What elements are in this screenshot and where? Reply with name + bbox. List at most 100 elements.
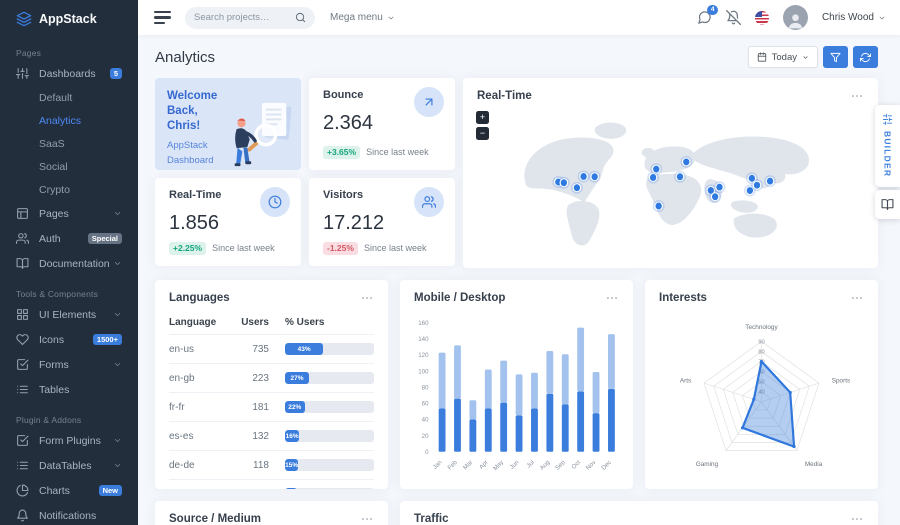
builder-tab[interactable]: BUILDER xyxy=(875,105,900,188)
book-open-icon xyxy=(881,198,894,211)
messages-button[interactable]: 4 xyxy=(697,5,718,25)
traffic-card: Traffic xyxy=(400,501,878,525)
welcome-title: Welcome Back, Chris! xyxy=(167,90,218,132)
realtime-map-card: Real-Time + − xyxy=(463,78,878,268)
card-menu-button[interactable] xyxy=(360,512,374,525)
heart-icon xyxy=(16,333,29,346)
svg-text:40: 40 xyxy=(422,417,429,424)
sidebar-item-analytics[interactable]: Analytics xyxy=(39,114,82,127)
svg-text:20: 20 xyxy=(422,433,429,440)
world-map[interactable]: + − xyxy=(473,110,868,260)
table-row: fr-fr 181 22% xyxy=(169,393,374,422)
sidebar-item-social[interactable]: Social xyxy=(39,160,68,173)
notification-count-badge: 4 xyxy=(707,5,718,15)
svg-text:Sep: Sep xyxy=(554,459,567,472)
filter-icon xyxy=(830,52,841,63)
visitors-value: 17.212 xyxy=(323,212,385,234)
visitors-delta-badge: -1.25% xyxy=(323,241,358,255)
language-flag-us[interactable] xyxy=(754,10,769,25)
realtime-value: 1.856 xyxy=(169,212,220,234)
sidebar-item-datatables[interactable]: DataTables xyxy=(0,453,138,478)
avatar[interactable] xyxy=(782,5,808,30)
sidebar-item-ui-elements[interactable]: UI Elements xyxy=(0,302,138,327)
brand[interactable]: AppStack xyxy=(0,0,138,35)
users-icon xyxy=(414,187,444,217)
interests-card: Interests 405060708090TechnologySportsMe… xyxy=(645,280,878,489)
sidebar-item-forms[interactable]: Forms xyxy=(0,352,138,377)
charts-new-badge: New xyxy=(98,484,122,497)
sidebar-item-notifications[interactable]: Notifications xyxy=(0,503,138,525)
sidebar-item-auth[interactable]: Auth Special xyxy=(0,226,138,251)
realtime-card: Real-Time 1.856 +2.25% Since last week xyxy=(155,178,301,266)
refresh-button[interactable] xyxy=(853,46,878,68)
clock-icon xyxy=(260,187,290,217)
card-menu-button[interactable] xyxy=(360,291,374,305)
bounce-card: Bounce 2.364 +3.65% Since last week xyxy=(309,78,455,170)
chevron-down-icon xyxy=(113,360,122,369)
svg-text:Arts: Arts xyxy=(680,377,691,384)
sliders-icon xyxy=(882,114,893,125)
svg-text:Media: Media xyxy=(805,461,823,468)
sidebar-toggle-icon[interactable] xyxy=(154,11,171,24)
svg-text:120: 120 xyxy=(418,352,429,359)
navbar-right: 4 Chris Wood xyxy=(697,5,886,30)
list-icon xyxy=(16,459,29,472)
svg-text:40: 40 xyxy=(758,390,764,396)
sidebar-item-tables[interactable]: Tables xyxy=(0,377,138,402)
chevron-down-icon xyxy=(113,209,122,218)
pie-chart-icon xyxy=(16,484,29,497)
svg-text:140: 140 xyxy=(418,336,429,343)
svg-text:Gaming: Gaming xyxy=(696,461,719,468)
svg-text:Dec: Dec xyxy=(600,459,613,472)
map-zoom-out-button[interactable]: − xyxy=(476,127,489,140)
documentation-button[interactable] xyxy=(875,190,900,219)
filter-button[interactable] xyxy=(823,46,848,68)
sidebar-item-charts[interactable]: Charts New xyxy=(0,478,138,503)
dashboards-count-badge: 5 xyxy=(109,67,122,80)
svg-text:Oct: Oct xyxy=(570,459,582,471)
card-menu-button[interactable] xyxy=(850,512,864,525)
sidebar-item-pages[interactable]: Pages xyxy=(0,201,138,226)
welcome-subtitle: AppStack Dashboard xyxy=(167,139,214,166)
icons-count-badge: 1500+ xyxy=(92,333,122,346)
sidebar-item-saas[interactable]: SaaS xyxy=(39,137,65,150)
card-menu-button[interactable] xyxy=(850,89,864,103)
user-menu[interactable]: Chris Wood xyxy=(822,12,886,23)
svg-text:50: 50 xyxy=(758,380,764,386)
search-input[interactable] xyxy=(194,12,295,23)
page-title: Analytics xyxy=(155,48,216,66)
main-area: Mega menu 4 Chris Wood xyxy=(138,0,900,525)
svg-text:Aug: Aug xyxy=(539,459,552,472)
svg-text:Nov: Nov xyxy=(585,458,598,471)
date-range-button[interactable]: Today xyxy=(747,46,818,68)
radar-chart: 405060708090TechnologySportsMediaGamingA… xyxy=(680,324,850,468)
message-icon xyxy=(697,10,712,25)
sidebar-item-form-plugins[interactable]: Form Plugins xyxy=(0,428,138,453)
map-markers xyxy=(552,155,776,212)
sidebar-item-dashboards[interactable]: Dashboards 5 xyxy=(0,61,138,86)
card-menu-button[interactable] xyxy=(605,291,619,305)
list-icon xyxy=(16,383,29,396)
card-menu-button[interactable] xyxy=(850,291,864,305)
calendar-icon xyxy=(757,52,767,62)
mega-menu[interactable]: Mega menu xyxy=(330,12,395,23)
sliders-icon xyxy=(16,67,29,80)
svg-text:Mar: Mar xyxy=(462,459,474,471)
sidebar-item-documentation[interactable]: Documentation xyxy=(0,251,138,276)
svg-text:May: May xyxy=(492,458,506,472)
svg-text:Technology: Technology xyxy=(745,324,778,331)
svg-text:160: 160 xyxy=(418,320,429,327)
svg-text:80: 80 xyxy=(758,349,764,355)
bounce-value: 2.364 xyxy=(323,112,374,134)
sidebar-item-crypto[interactable]: Crypto xyxy=(39,183,70,196)
sidebar-item-default[interactable]: Default xyxy=(39,91,73,104)
stacked-bar-chart: 0 20 40 60 80 100 120 140 160 Jan Feb Mar Apr May Jun J… xyxy=(418,320,615,472)
sidebar-item-icons[interactable]: Icons 1500+ xyxy=(0,327,138,352)
svg-text:Feb: Feb xyxy=(446,459,459,472)
notifications-button[interactable] xyxy=(725,10,741,25)
search-icon[interactable] xyxy=(295,12,306,23)
chevron-down-icon xyxy=(113,461,122,470)
bell-off-icon xyxy=(725,10,741,25)
book-open-icon xyxy=(16,257,29,270)
map-zoom-in-button[interactable]: + xyxy=(476,111,489,124)
